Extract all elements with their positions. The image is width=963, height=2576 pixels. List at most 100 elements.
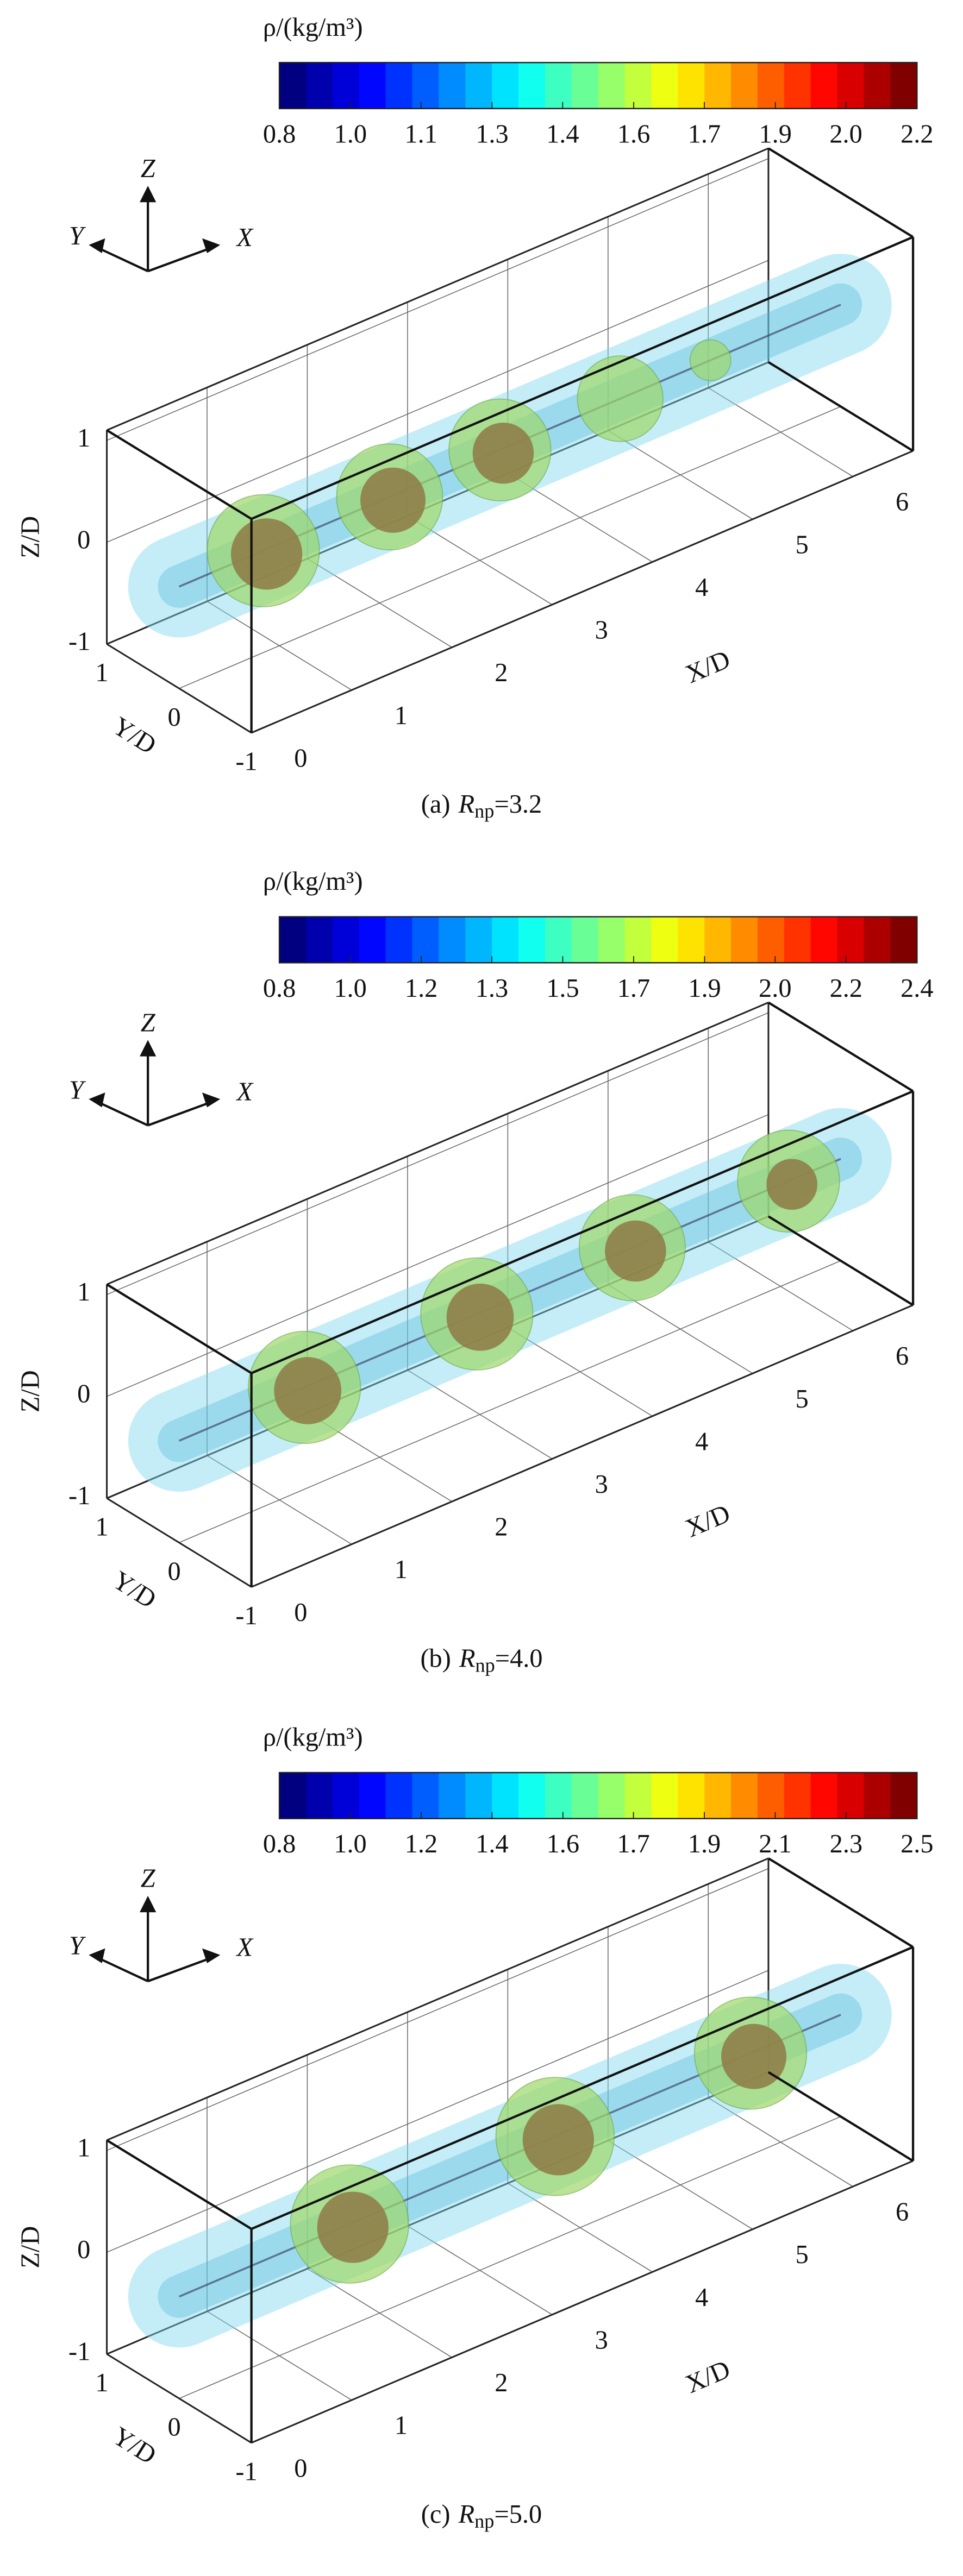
colorbar-tick-label: 2.0 <box>759 974 791 1003</box>
y-tick-label: 1 <box>95 2368 108 2397</box>
colorbar-tick-label: 0.8 <box>263 1830 296 1858</box>
box-edge <box>106 429 252 520</box>
colorbar-tick-label: 0.8 <box>263 120 296 148</box>
y-tick-label: 1 <box>95 658 108 687</box>
colorbar-swatch <box>465 62 493 109</box>
x-tick-label: 4 <box>695 1427 708 1456</box>
x-tick-label: 2 <box>495 1513 508 1542</box>
colorbar-tick-label: 0.8 <box>263 974 296 1003</box>
box-edge <box>767 147 914 238</box>
x-tick-label: 2 <box>495 2368 508 2397</box>
colorbar-swatch <box>784 62 811 109</box>
z-tick-label: 0 <box>77 1380 90 1409</box>
colorbar-tick-label: 1.6 <box>617 120 650 148</box>
colorbar-swatch <box>412 1773 440 1819</box>
colorbar-swatch <box>359 1773 386 1819</box>
colorbar-swatch <box>784 916 811 963</box>
colorbar-frame <box>278 916 918 964</box>
z-axis-label: Z/D <box>16 1370 45 1412</box>
colorbar-swatch <box>305 1773 333 1819</box>
triad-axis <box>98 1957 149 1983</box>
colorbar-swatch <box>678 1773 705 1819</box>
colorbar-tick-label: 1.9 <box>759 120 791 148</box>
caption-subscript: np <box>476 1655 495 1676</box>
x-axis-label: X/D <box>681 2355 734 2399</box>
z-tick-label: 1 <box>77 2134 90 2163</box>
colorbar-swatch <box>359 916 386 963</box>
box-edge <box>251 236 914 520</box>
caption-suffix: =3.2 <box>494 790 542 819</box>
colorbar-swatch <box>810 62 838 109</box>
colorbar-swatch <box>598 62 626 109</box>
colorbar-swatch <box>465 916 493 963</box>
triad-arrow <box>89 1092 105 1108</box>
colorbar-swatch <box>598 916 626 963</box>
colorbar-swatch <box>492 1773 519 1819</box>
y-axis-label: Y/D <box>108 712 161 760</box>
colorbar-swatch <box>412 62 440 109</box>
colorbar-swatch <box>624 1773 652 1819</box>
colorbar-swatch <box>731 62 758 109</box>
colorbar-label: ρ/(kg/m³) <box>263 1723 363 1752</box>
colorbar-tick-label: 1.2 <box>405 1830 437 1858</box>
colorbar-swatch <box>492 62 519 109</box>
caption-suffix: =4.0 <box>495 1644 543 1673</box>
caption: (b) Rnp=4.0 <box>420 1644 542 1676</box>
x-tick-label: 1 <box>395 2411 408 2440</box>
caption: (c) Rnp=5.0 <box>421 2500 542 2532</box>
box-edge <box>767 1215 914 1306</box>
x-axis-label: X/D <box>681 645 734 689</box>
colorbar-swatch <box>678 62 705 109</box>
colorbar-swatch <box>758 62 785 109</box>
colorbar-swatch <box>651 1773 679 1819</box>
colorbar-tick-label: 1.0 <box>334 120 367 148</box>
y-tick-label: 0 <box>167 2413 180 2442</box>
box-edge <box>251 1304 914 1588</box>
nodule-core <box>446 1283 514 1351</box>
triad-axis <box>98 1101 149 1127</box>
box-edge <box>767 361 914 452</box>
caption-variable: R <box>459 1644 476 1673</box>
colorbar-swatch <box>598 1773 626 1819</box>
colorbar-swatch <box>305 62 333 109</box>
z-tick-label: -1 <box>68 1481 90 1510</box>
x-tick-label: 2 <box>495 658 508 687</box>
colorbar-tick-label: 1.7 <box>617 974 650 1003</box>
grid-line <box>107 1012 769 1295</box>
caption-suffix: =5.0 <box>494 2500 542 2529</box>
nodule-core <box>360 467 426 533</box>
x-tick-label: 6 <box>896 1342 909 1371</box>
colorbar-label: ρ/(kg/m³) <box>263 13 363 42</box>
triad-axis <box>98 247 149 273</box>
colorbar-swatch <box>731 916 758 963</box>
colorbar-tick-label: 1.0 <box>334 974 366 1003</box>
colorbar-swatch <box>864 62 891 109</box>
box-edge <box>767 1001 914 1092</box>
colorbar-tick-label: 1.9 <box>688 1830 721 1858</box>
box-edge <box>767 2071 914 2162</box>
triad-arrow <box>140 1895 157 1913</box>
colorbar-swatch <box>624 916 652 963</box>
triad-arrow <box>89 1948 105 1963</box>
nodule-core <box>317 2191 389 2263</box>
box-edge <box>106 1283 252 1374</box>
colorbar-swatch <box>651 916 679 963</box>
triad-label: X <box>235 1077 254 1106</box>
colorbar-tick-label: 1.4 <box>546 120 579 148</box>
colorbar-swatch <box>332 62 360 109</box>
colorbar-label: ρ/(kg/m³) <box>263 867 363 896</box>
triad-label: Y <box>69 1932 86 1961</box>
nodule-shell <box>577 355 664 442</box>
x-tick-label: 0 <box>294 744 307 772</box>
box-edge <box>106 2353 252 2444</box>
colorbar-swatch <box>731 1773 758 1819</box>
box-edge <box>251 450 914 734</box>
colorbar-swatch <box>624 62 652 109</box>
colorbar-swatch <box>279 62 307 109</box>
triad-arrow <box>140 185 157 203</box>
colorbar-tick-label: 2.2 <box>901 120 933 148</box>
colorbar-tick-label: 2.0 <box>829 120 862 148</box>
colorbar-swatch <box>864 916 891 963</box>
colorbar-tick-label: 2.3 <box>830 1830 862 1858</box>
